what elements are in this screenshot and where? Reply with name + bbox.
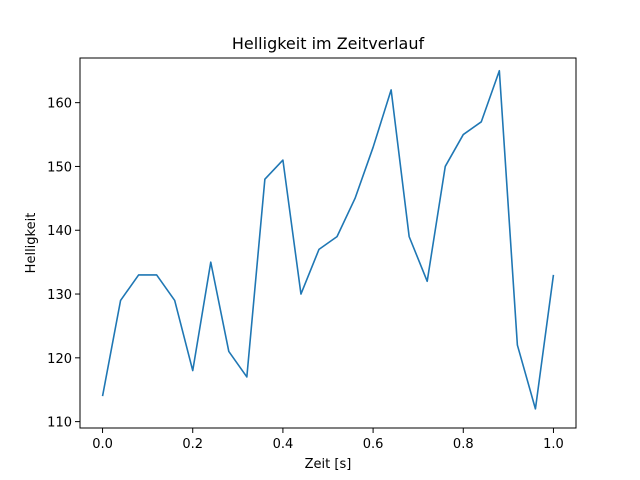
y-tick-label: 130	[47, 288, 72, 303]
data-point	[156, 274, 158, 276]
y-tick-label: 110	[47, 416, 72, 431]
data-point	[318, 249, 320, 251]
data-point	[372, 147, 374, 149]
chart-title: Helligkeit im Zeitverlauf	[232, 34, 425, 53]
data-point	[444, 166, 446, 168]
data-point	[228, 351, 230, 353]
data-point	[174, 300, 176, 302]
data-point	[264, 178, 266, 180]
series-layer	[101, 69, 555, 410]
y-tick-label: 160	[47, 97, 72, 112]
data-point	[481, 121, 483, 123]
series-line	[101, 69, 555, 410]
data-point	[390, 89, 392, 91]
y-axis-label: Helligkeit	[24, 213, 39, 274]
data-point	[246, 376, 248, 378]
data-point	[354, 198, 356, 200]
x-tick-label: 0.2	[182, 437, 203, 452]
data-point	[138, 274, 140, 276]
data-point	[120, 300, 122, 302]
plot-frame	[79, 57, 577, 429]
y-tick-label: 120	[47, 352, 72, 367]
x-tick-label: 1.0	[543, 437, 564, 452]
y-tick-label: 140	[47, 224, 72, 239]
data-point	[426, 280, 428, 282]
x-tick-label: 0.4	[273, 437, 294, 452]
x-tick-label: 0.0	[92, 437, 113, 452]
data-point	[336, 236, 338, 238]
data-point	[517, 344, 519, 346]
data-point	[102, 395, 104, 397]
data-point	[300, 293, 302, 295]
data-point	[499, 70, 501, 72]
x-tick-label: 0.8	[453, 437, 474, 452]
y-tick-label: 150	[47, 160, 72, 175]
ticks-layer: 0.0 0.2 0.4 0.6 0.8 1.0 110 120 130 140 150 160	[47, 97, 564, 452]
data-point	[192, 370, 194, 372]
data-point	[462, 134, 464, 136]
data-point	[282, 159, 284, 161]
data-point	[535, 408, 537, 410]
data-point	[408, 236, 410, 238]
data-point	[210, 261, 212, 263]
x-tick-label: 0.6	[363, 437, 384, 452]
data-point	[553, 274, 555, 276]
x-axis-label: Zeit [s]	[305, 457, 352, 472]
